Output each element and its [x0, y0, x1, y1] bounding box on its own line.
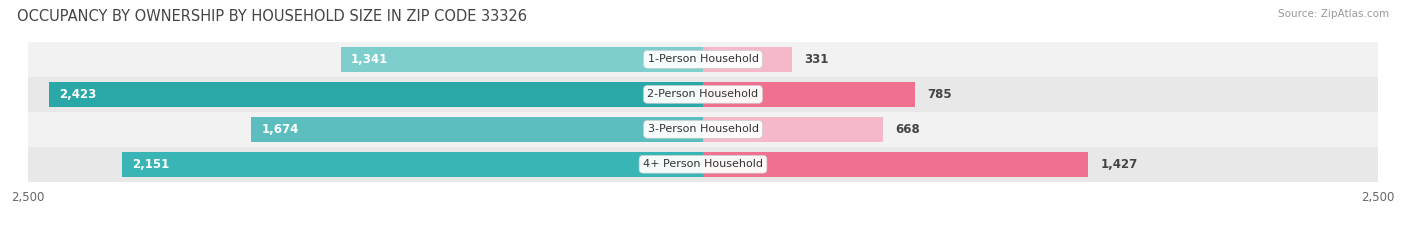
Bar	[703, 47, 793, 72]
Text: 1,427: 1,427	[1101, 158, 1137, 171]
Bar	[28, 42, 1378, 77]
Bar	[49, 82, 703, 107]
Bar	[703, 82, 915, 107]
Text: 2,423: 2,423	[59, 88, 96, 101]
Text: 668: 668	[896, 123, 920, 136]
Text: 4+ Person Household: 4+ Person Household	[643, 159, 763, 169]
Bar	[342, 47, 703, 72]
Text: 331: 331	[804, 53, 830, 66]
Text: 785: 785	[927, 88, 952, 101]
Text: 1-Person Household: 1-Person Household	[648, 55, 758, 64]
Text: Source: ZipAtlas.com: Source: ZipAtlas.com	[1278, 9, 1389, 19]
Text: 3-Person Household: 3-Person Household	[648, 124, 758, 134]
Bar	[122, 152, 703, 177]
Text: OCCUPANCY BY OWNERSHIP BY HOUSEHOLD SIZE IN ZIP CODE 33326: OCCUPANCY BY OWNERSHIP BY HOUSEHOLD SIZE…	[17, 9, 527, 24]
Text: 2-Person Household: 2-Person Household	[647, 89, 759, 99]
Bar	[703, 117, 883, 142]
Text: 1,674: 1,674	[262, 123, 298, 136]
Bar	[28, 112, 1378, 147]
Bar	[252, 117, 703, 142]
Bar	[28, 147, 1378, 182]
Bar	[28, 77, 1378, 112]
Text: 1,341: 1,341	[352, 53, 388, 66]
Text: 2,151: 2,151	[132, 158, 170, 171]
Bar	[703, 152, 1088, 177]
